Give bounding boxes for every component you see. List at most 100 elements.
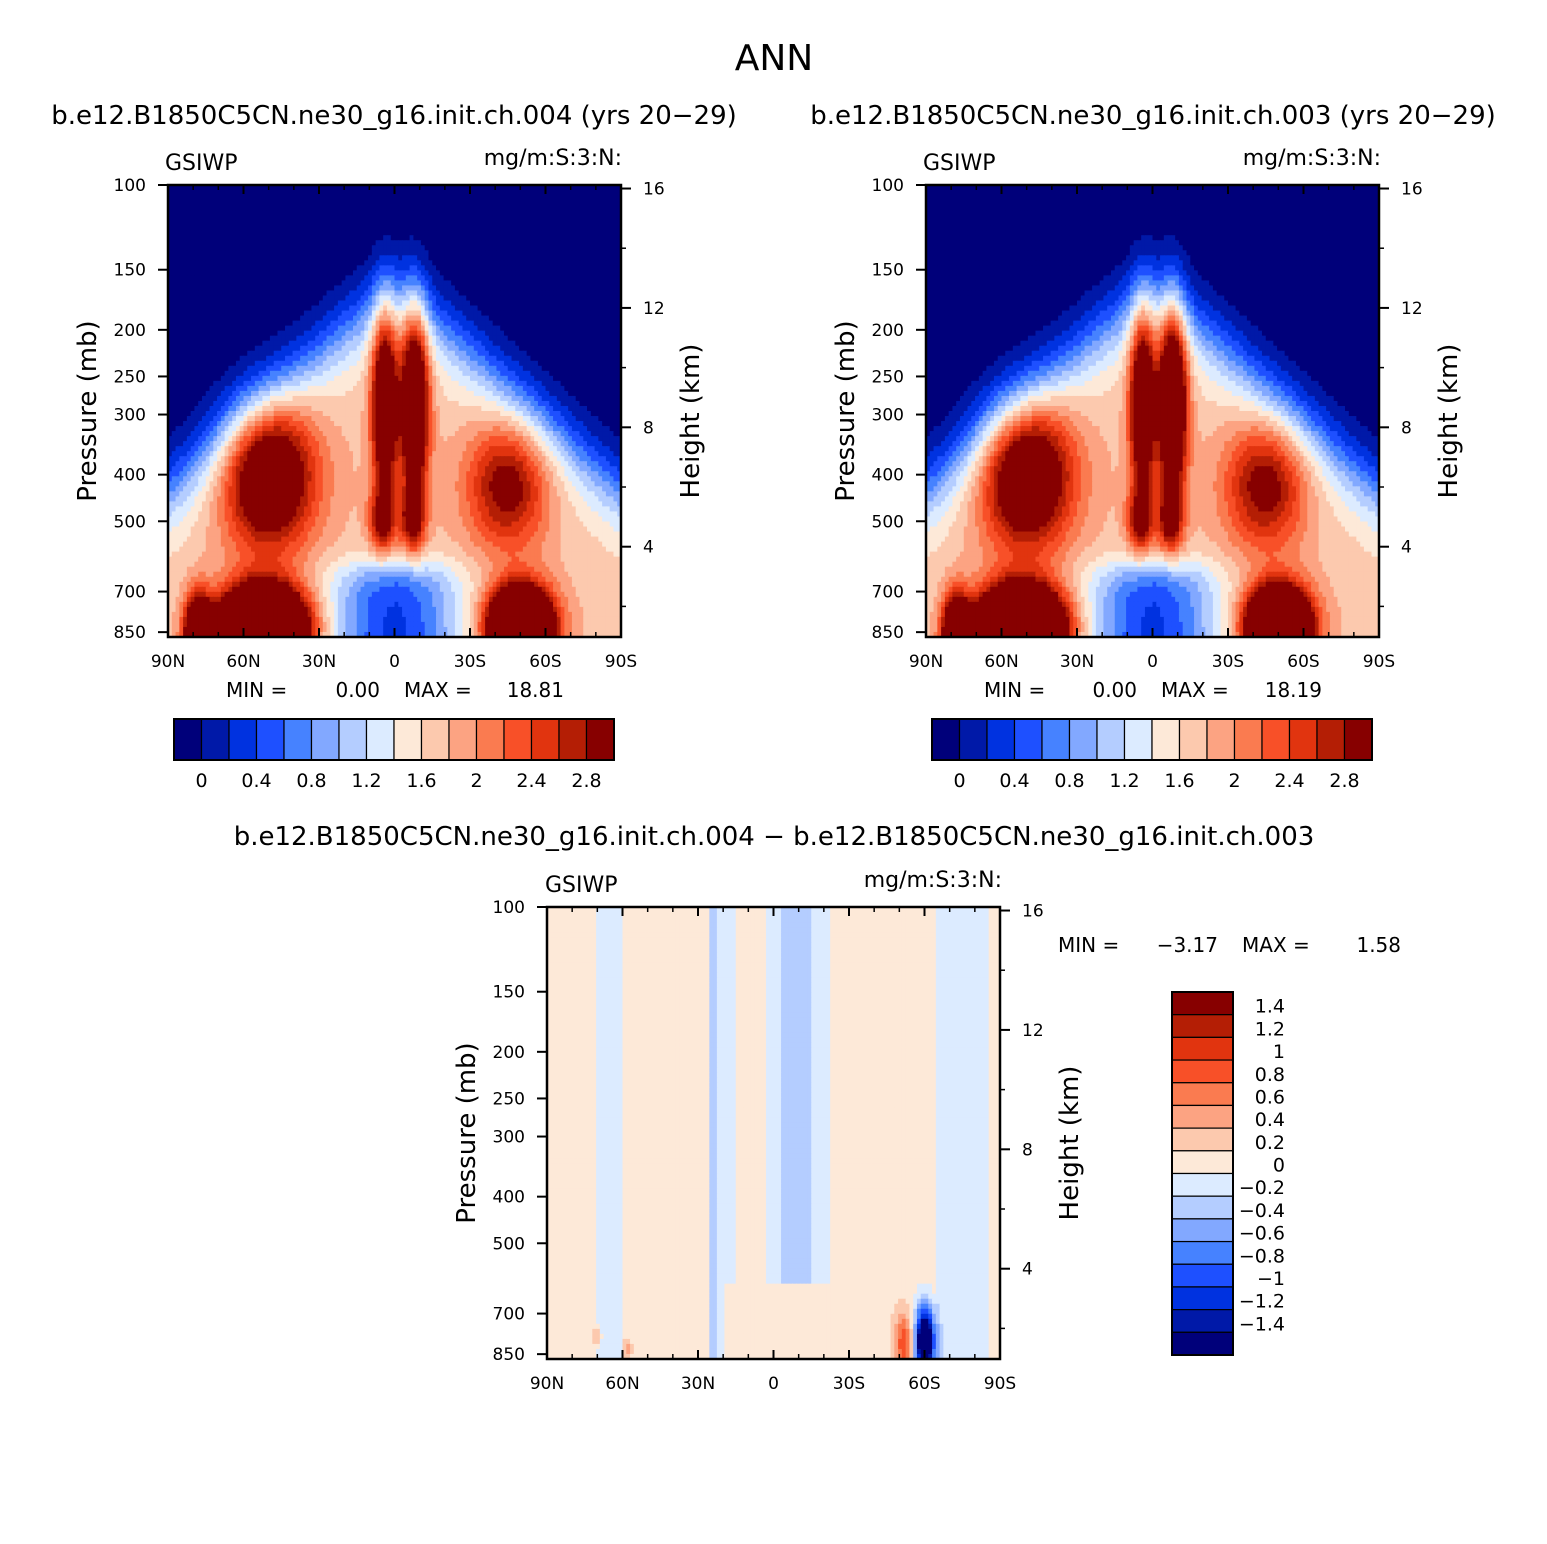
contour-cell [251,225,255,231]
contour-cell [387,190,391,196]
contour-cell [342,326,346,332]
contour-cell [262,285,266,291]
contour-cell [308,200,312,206]
contour-cell [334,361,338,367]
contour-cell [561,346,565,352]
contour-cell [244,316,248,322]
contour-cell [379,265,383,271]
contour-cell [591,321,595,327]
contour-cell [210,381,214,387]
contour-cell [308,346,312,352]
contour-cell [387,336,391,342]
contour-cell [595,346,599,352]
contour-cell [247,260,251,266]
contour-cell [538,255,542,261]
contour-cell [598,341,602,347]
contour-cell [564,235,568,241]
contour-cell [530,240,534,246]
contour-cell [406,311,410,317]
contour-cell [311,371,315,377]
contour-cell [572,235,576,241]
contour-cell [549,366,553,372]
contour-cell [176,331,180,337]
contour-cell [447,225,451,231]
contour-cell [240,386,244,392]
contour-cell [266,220,270,226]
contour-cell [462,321,466,327]
contour-cell [281,386,285,392]
contour-cell [413,245,417,251]
contour-cell [247,255,251,261]
contour-cell [300,210,304,216]
contour-cell [504,255,508,261]
contour-cell [395,316,399,322]
contour-cell [225,280,229,286]
contour-cell [470,316,474,322]
contour-cell [387,280,391,286]
contour-cell [428,366,432,372]
contour-cell [391,245,395,251]
contour-cell [496,190,500,196]
contour-cell [395,290,399,296]
contour-cell [428,260,432,266]
contour-cell [470,205,474,211]
contour-cell [353,235,357,241]
contour-cell [357,311,361,317]
contour-cell [591,265,595,271]
contour-cell [421,280,425,286]
contour-cell [496,331,500,337]
contour-cell [270,215,274,221]
contour-cell [500,311,504,317]
contour-cell [244,275,248,281]
contour-cell [221,341,225,347]
contour-cell [240,215,244,221]
contour-cell [474,366,478,372]
contour-cell [376,346,380,352]
contour-cell [368,190,372,196]
contour-cell [179,376,183,382]
contour-cell [361,376,365,382]
contour-cell [549,311,553,317]
contour-cell [323,306,327,312]
contour-cell [527,321,531,327]
contour-cell [296,356,300,362]
contour-cell [474,215,478,221]
contour-cell [330,386,334,392]
contour-cell [304,311,308,317]
contour-cell [179,215,183,221]
contour-cell [576,260,580,266]
contour-cell [364,391,368,397]
contour-cell [274,255,278,261]
contour-cell [213,245,217,251]
contour-cell [459,301,463,307]
contour-cell [368,381,372,387]
contour-cell [485,366,489,372]
contour-cell [515,341,519,347]
contour-cell [546,255,550,261]
contour-cell [228,366,232,372]
contour-cell [447,371,451,377]
contour-cell [353,255,357,261]
contour-cell [538,215,542,221]
contour-cell [296,220,300,226]
contour-cell [194,270,198,276]
contour-cell [613,331,617,337]
contour-cell [225,311,229,317]
contour-cell [402,290,406,296]
contour-cell [327,306,331,312]
contour-cell [179,280,183,286]
contour-cell [323,190,327,196]
contour-cell [349,210,353,216]
contour-cell [481,195,485,201]
contour-cell [451,220,455,226]
contour-cell [228,321,232,327]
contour-cell [361,356,365,362]
contour-cell [289,250,293,256]
contour-cell [349,290,353,296]
contour-cell [432,245,436,251]
contour-cell [413,331,417,337]
contour-cell [455,351,459,357]
contour-cell [255,316,259,322]
contour-cell [395,215,399,221]
contour-cell [444,230,448,236]
